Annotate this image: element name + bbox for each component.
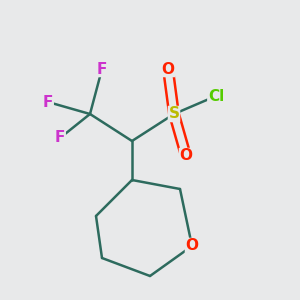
Text: F: F bbox=[43, 94, 53, 110]
Text: Cl: Cl bbox=[208, 88, 224, 104]
Text: F: F bbox=[97, 61, 107, 76]
Text: O: O bbox=[179, 148, 193, 164]
Text: O: O bbox=[161, 61, 175, 76]
Text: F: F bbox=[55, 130, 65, 146]
Text: O: O bbox=[185, 238, 199, 253]
Text: S: S bbox=[169, 106, 179, 122]
